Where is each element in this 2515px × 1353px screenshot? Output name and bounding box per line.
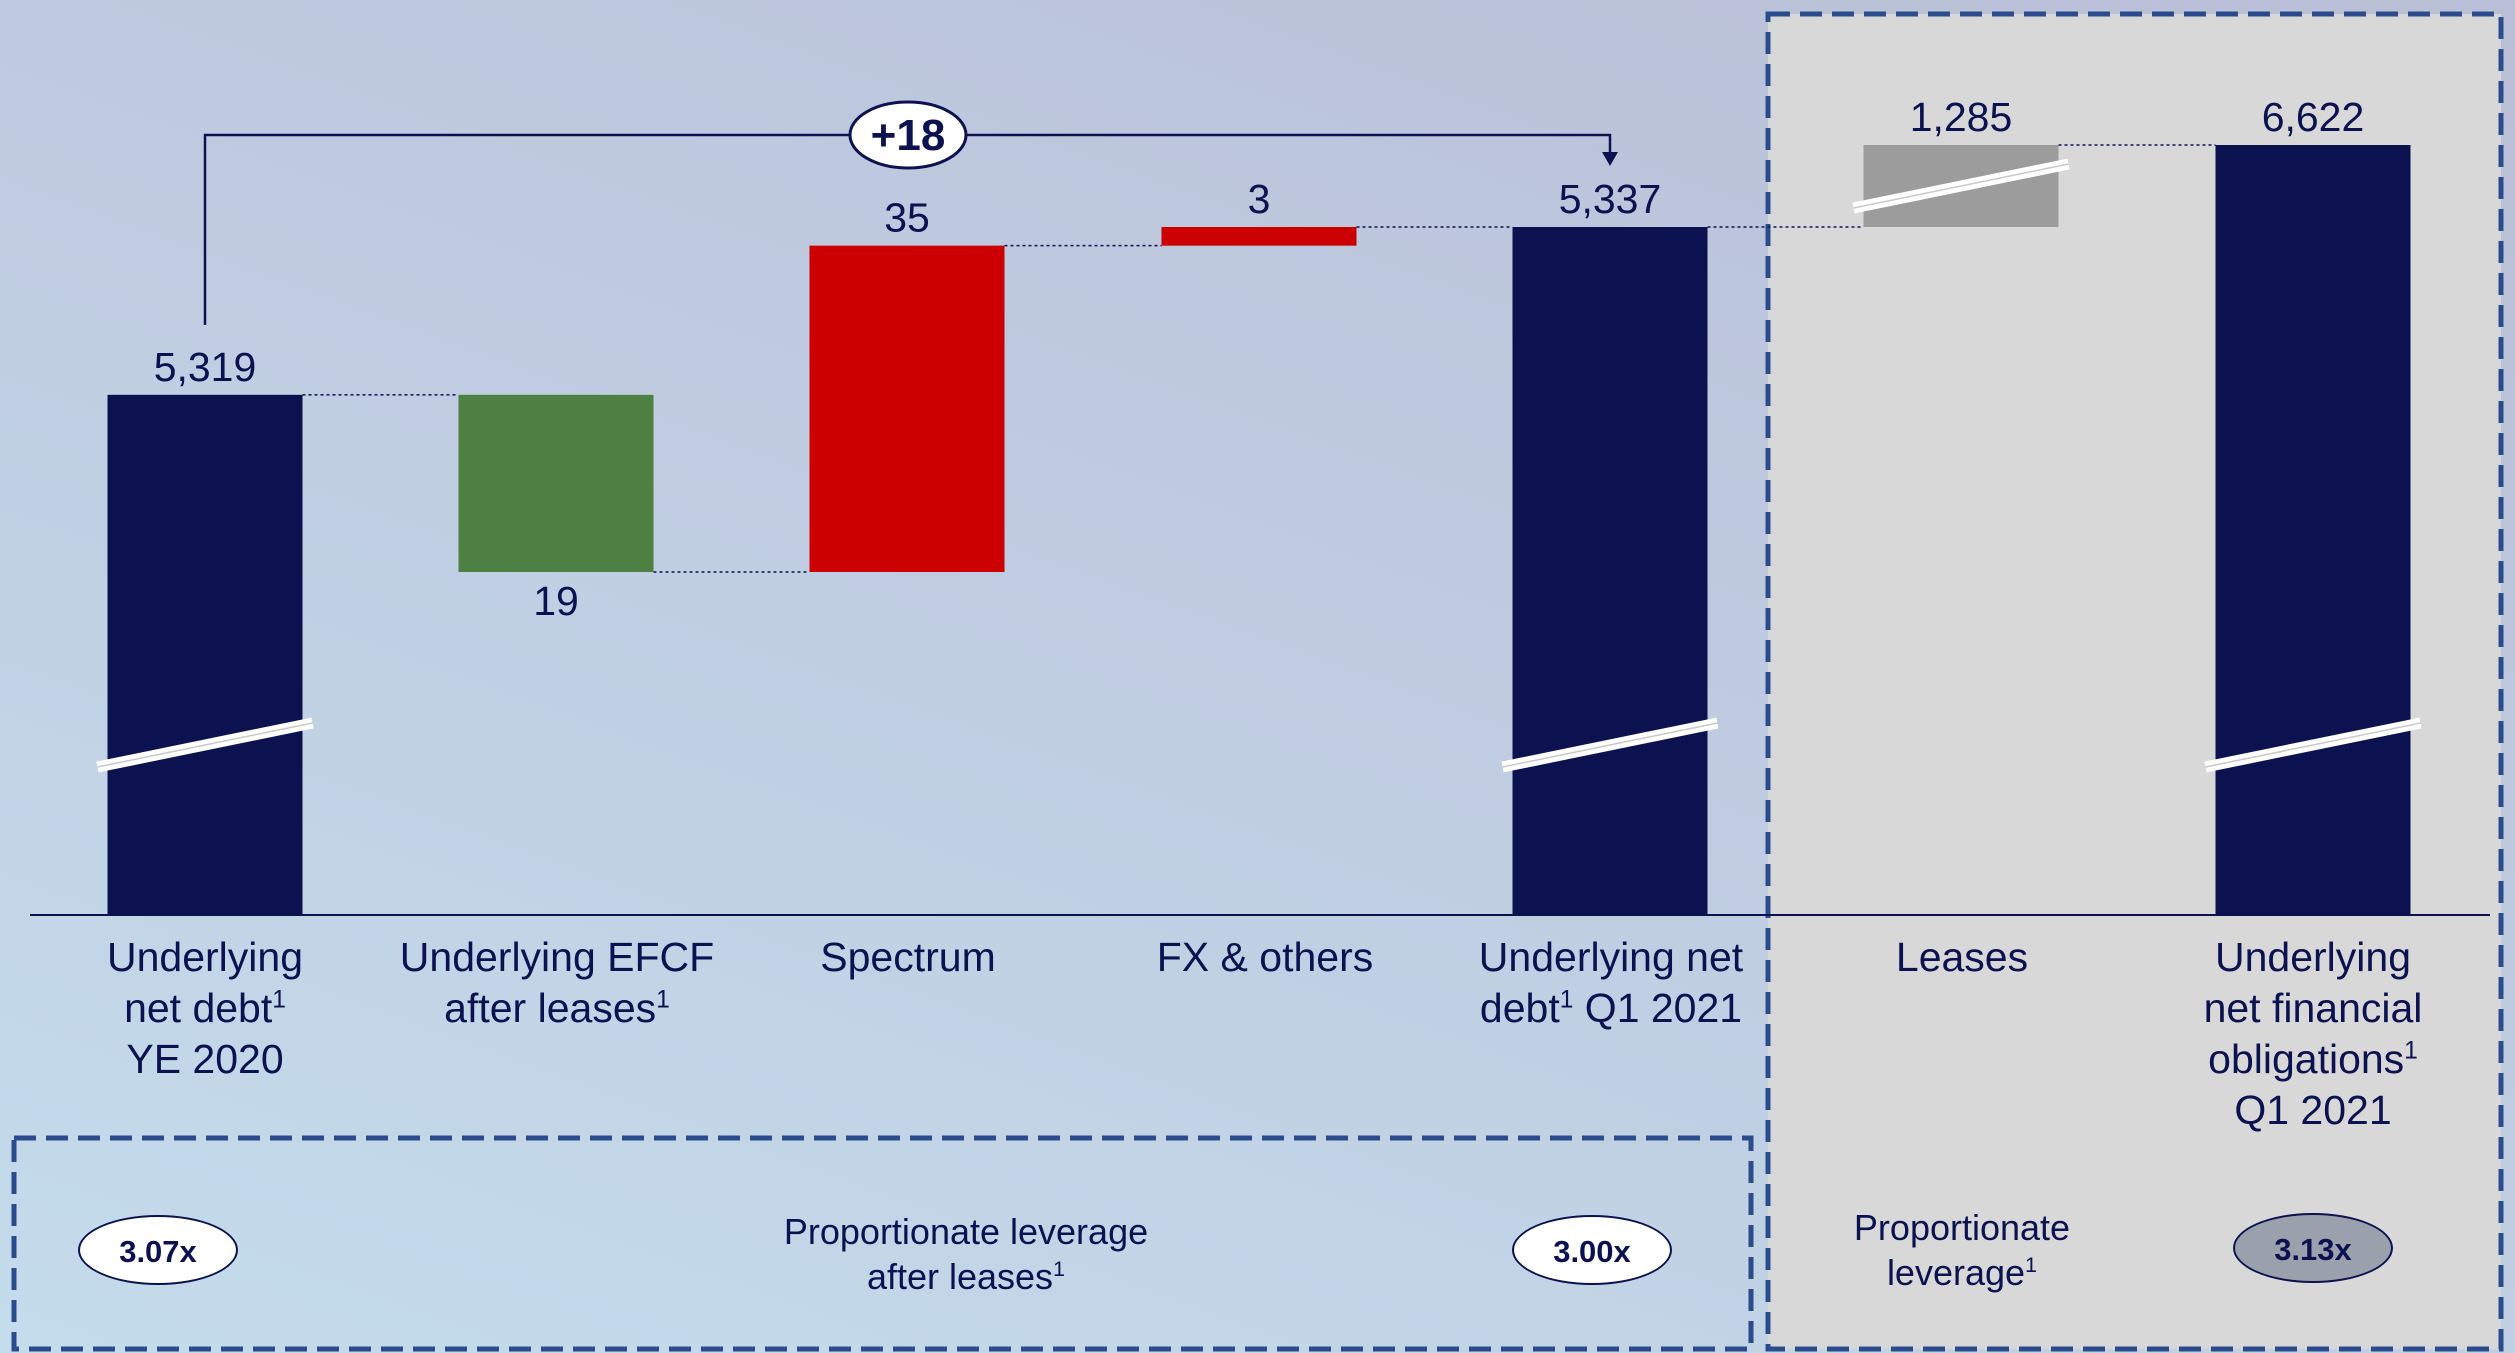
change-bracket-arrow: [1602, 152, 1618, 166]
category-label-ye2020: Underlying net debt1 YE 2020: [107, 934, 303, 1082]
break-stroke-edge: [1502, 722, 1718, 768]
data-label-4: 5,337: [1559, 176, 1662, 222]
bar-3: [1161, 227, 1357, 246]
data-label-5: 1,285: [1910, 94, 2013, 140]
category-label-leases: Leases: [1895, 934, 2029, 980]
right-leverage-caption: Proportionate leverage1: [1853, 1207, 2071, 1293]
data-label-2: 35: [884, 195, 930, 241]
axis-break-mark: [1501, 717, 1719, 773]
axis-break-mark: [1852, 158, 2070, 214]
bar-4: [1512, 227, 1708, 915]
data-label-1: 19: [533, 578, 579, 624]
category-label-fx-others: FX & others: [1156, 934, 1374, 980]
leases-panel-frame: [1765, 11, 2504, 1352]
break-stroke-edge: [97, 722, 313, 768]
left-leverage-caption: Proportionate leverage after leases1: [783, 1211, 1149, 1297]
leverage-pill-q1-2021: 3.00x: [1512, 1215, 1672, 1285]
data-label-3: 3: [1248, 176, 1271, 222]
change-badge: [848, 100, 968, 170]
leverage-pill-obligations: 3.13x: [2233, 1213, 2393, 1283]
bar-0: [107, 394, 303, 915]
axis-break-mark: [2204, 717, 2422, 773]
data-label-0: 5,319: [154, 344, 257, 390]
bar-6: [2215, 145, 2411, 915]
bar-1: [458, 394, 654, 572]
axis-break-mark: [96, 717, 314, 773]
leverage-pill-ye2020: 3.07x: [78, 1215, 238, 1285]
bar-2: [809, 245, 1005, 572]
break-stroke-edge: [2205, 722, 2421, 768]
category-label-spectrum: Spectrum: [820, 934, 996, 980]
data-label-6: 6,622: [2262, 94, 2365, 140]
category-label-obligations: Underlying net financial obligations1 Q1 2…: [2203, 934, 2423, 1133]
leverage-box-frame: [11, 1135, 1754, 1352]
category-label-q1-net-debt: Underlying net debt1 Q1 2021: [1478, 934, 1744, 1031]
change-badge-label: +18: [871, 111, 946, 160]
category-label-efcf: Underlying EFCF after leases1: [399, 934, 715, 1031]
break-stroke-edge: [1853, 163, 2069, 209]
